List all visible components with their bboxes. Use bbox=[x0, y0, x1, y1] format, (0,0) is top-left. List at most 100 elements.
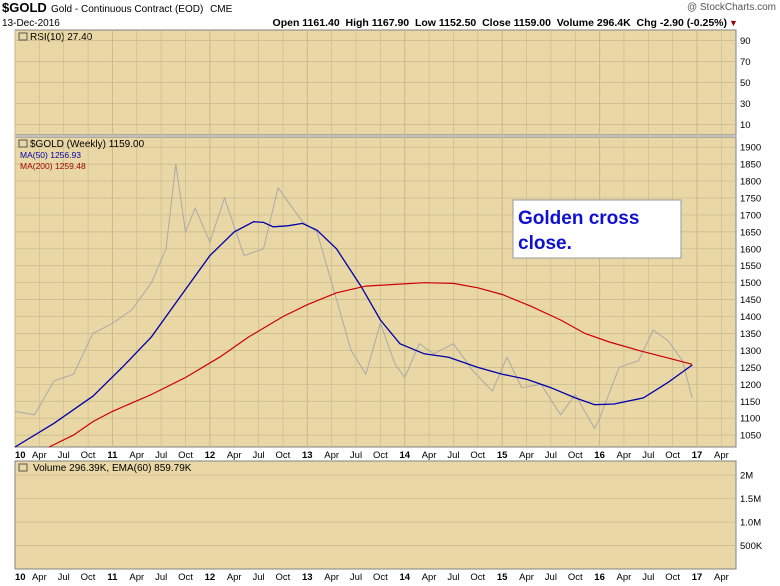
x-tick-label: Apr bbox=[617, 450, 632, 461]
annotation-line-2: close. bbox=[518, 233, 572, 254]
x-tick-label-bottom: 15 bbox=[497, 572, 508, 583]
x-tick-label-bottom: 13 bbox=[302, 572, 313, 583]
x-tick-label-bottom: Oct bbox=[178, 572, 193, 583]
x-tick-label-bottom: Apr bbox=[227, 572, 242, 583]
price-tick-label: 1350 bbox=[740, 329, 761, 340]
x-tick-label: Apr bbox=[714, 450, 729, 461]
symbol-title: $GOLD bbox=[2, 0, 47, 15]
instrument-name: Gold - Continuous Contract (EOD) CME bbox=[51, 4, 233, 15]
price-tick-label: 1900 bbox=[740, 143, 761, 154]
volume-tick-label: 1.0M bbox=[740, 518, 761, 529]
x-tick-label: Apr bbox=[32, 450, 47, 461]
price-tick-label: 1700 bbox=[740, 210, 761, 221]
x-tick-label: 15 bbox=[497, 450, 508, 461]
x-tick-label-bottom: Jul bbox=[350, 572, 362, 583]
rsi-tick-label: 50 bbox=[740, 78, 751, 89]
instrument-description: Gold - Continuous Contract (EOD) bbox=[51, 4, 203, 15]
x-axis-main: 10 Apr Jul Oct 11 Apr Jul Oct 12 Apr Jul Oct 13 Apr Ju… bbox=[15, 450, 729, 461]
price-tick-label: 1150 bbox=[740, 397, 760, 408]
panel-settings-icon[interactable] bbox=[18, 32, 28, 472]
x-tick-label-bottom: Jul bbox=[155, 572, 167, 583]
x-tick-label: Jul bbox=[58, 450, 70, 461]
x-tick-label: Oct bbox=[665, 450, 680, 461]
price-tick-label: 1450 bbox=[740, 295, 761, 306]
price-tick-label: 1300 bbox=[740, 346, 761, 357]
x-tick-label-bottom: Jul bbox=[253, 572, 265, 583]
price-label: $GOLD (Weekly) 1159.00 bbox=[30, 139, 145, 150]
x-tick-label-bottom: 14 bbox=[399, 572, 410, 583]
x-tick-label: Oct bbox=[81, 450, 96, 461]
ma200-line bbox=[48, 282, 693, 448]
price-tick-label: 1400 bbox=[740, 312, 761, 323]
x-tick-label: 16 bbox=[594, 450, 605, 461]
x-tick-label: Jul bbox=[642, 450, 654, 461]
x-tick-label: Oct bbox=[276, 450, 291, 461]
volume-grid bbox=[15, 474, 736, 546]
price-tick-label: 1050 bbox=[740, 431, 761, 442]
rsi-tick-label: 30 bbox=[740, 99, 751, 110]
annotation-line-1: Golden cross bbox=[518, 208, 639, 229]
volume-tick-label: 500K bbox=[740, 541, 763, 552]
x-tick-label: Jul bbox=[253, 450, 265, 461]
x-tick-label: Apr bbox=[519, 450, 534, 461]
price-panel bbox=[14, 136, 737, 448]
series-layer bbox=[14, 164, 693, 448]
x-tick-label: 10 bbox=[15, 450, 26, 461]
watermark: @ StockCharts.com bbox=[687, 2, 776, 13]
rsi-tick-label: 90 bbox=[740, 36, 751, 47]
price-tick-label: 1850 bbox=[740, 160, 761, 171]
price-tick-label: 1600 bbox=[740, 244, 761, 255]
price-tick-label: 1550 bbox=[740, 261, 761, 272]
x-tick-label-bottom: 17 bbox=[692, 572, 703, 583]
x-tick-label: Jul bbox=[350, 450, 362, 461]
x-tick-label-bottom: Apr bbox=[519, 572, 534, 583]
x-tick-label-bottom: Oct bbox=[665, 572, 680, 583]
x-tick-label-bottom: 16 bbox=[594, 572, 605, 583]
x-tick-label-bottom: Apr bbox=[714, 572, 729, 583]
x-tick-label: Apr bbox=[227, 450, 242, 461]
x-tick-label-bottom: Jul bbox=[58, 572, 70, 583]
x-tick-label-bottom: Oct bbox=[373, 572, 388, 583]
x-tick-label: Jul bbox=[447, 450, 459, 461]
x-tick-label-bottom: 11 bbox=[107, 572, 118, 583]
x-tick-label: Jul bbox=[155, 450, 167, 461]
x-tick-label: Oct bbox=[178, 450, 193, 461]
x-tick-label-bottom: Jul bbox=[642, 572, 654, 583]
x-tick-label: 14 bbox=[399, 450, 410, 461]
price-tick-label: 1200 bbox=[740, 380, 761, 391]
price-tick-label: 1650 bbox=[740, 227, 761, 238]
x-tick-label: Apr bbox=[324, 450, 339, 461]
x-tick-label-bottom: 12 bbox=[205, 572, 216, 583]
x-tick-label: Oct bbox=[373, 450, 388, 461]
x-tick-label-bottom: Apr bbox=[324, 572, 339, 583]
annotation-box: Golden cross close. bbox=[512, 199, 682, 259]
x-tick-label-bottom: Apr bbox=[32, 572, 47, 583]
rsi-tick-label: 10 bbox=[740, 120, 751, 131]
x-tick-label: Apr bbox=[422, 450, 437, 461]
volume-panel bbox=[14, 460, 737, 570]
exchange-name: CME bbox=[210, 4, 233, 15]
price-tick-label: 1250 bbox=[740, 363, 761, 374]
volume-tick-label: 2M bbox=[740, 471, 753, 482]
price-tick-label: 1750 bbox=[740, 193, 761, 204]
chart-date: 13-Dec-2016 bbox=[2, 18, 60, 29]
rsi-tick-label: 70 bbox=[740, 57, 751, 68]
x-tick-label: 11 bbox=[107, 450, 118, 461]
price-grid bbox=[14, 30, 736, 569]
price-ticks: 1900 1850 1800 1750 1700 1650 1600 1550 1500 1450… bbox=[740, 143, 761, 442]
change-down-icon: ▼ bbox=[729, 18, 738, 28]
x-tick-label-bottom: 10 bbox=[15, 572, 26, 583]
x-tick-label: 17 bbox=[692, 450, 703, 461]
x-tick-label: 13 bbox=[302, 450, 313, 461]
x-tick-label-bottom: Jul bbox=[545, 572, 557, 583]
rsi-ticks: 90 70 50 30 10 bbox=[740, 36, 751, 131]
x-tick-label-bottom: Oct bbox=[568, 572, 583, 583]
x-tick-label-bottom: Oct bbox=[470, 572, 485, 583]
x-tick-label-bottom: Oct bbox=[276, 572, 291, 583]
x-tick-label: Oct bbox=[568, 450, 583, 461]
price-tick-label: 1500 bbox=[740, 278, 761, 289]
rsi-label: RSI(10) 27.40 bbox=[30, 32, 93, 43]
x-axis-bottom: 10 Apr Jul Oct 11 Apr Jul Oct 12 Apr Jul Oct 13 Apr Ju… bbox=[15, 572, 729, 583]
x-tick-label: Apr bbox=[129, 450, 144, 461]
